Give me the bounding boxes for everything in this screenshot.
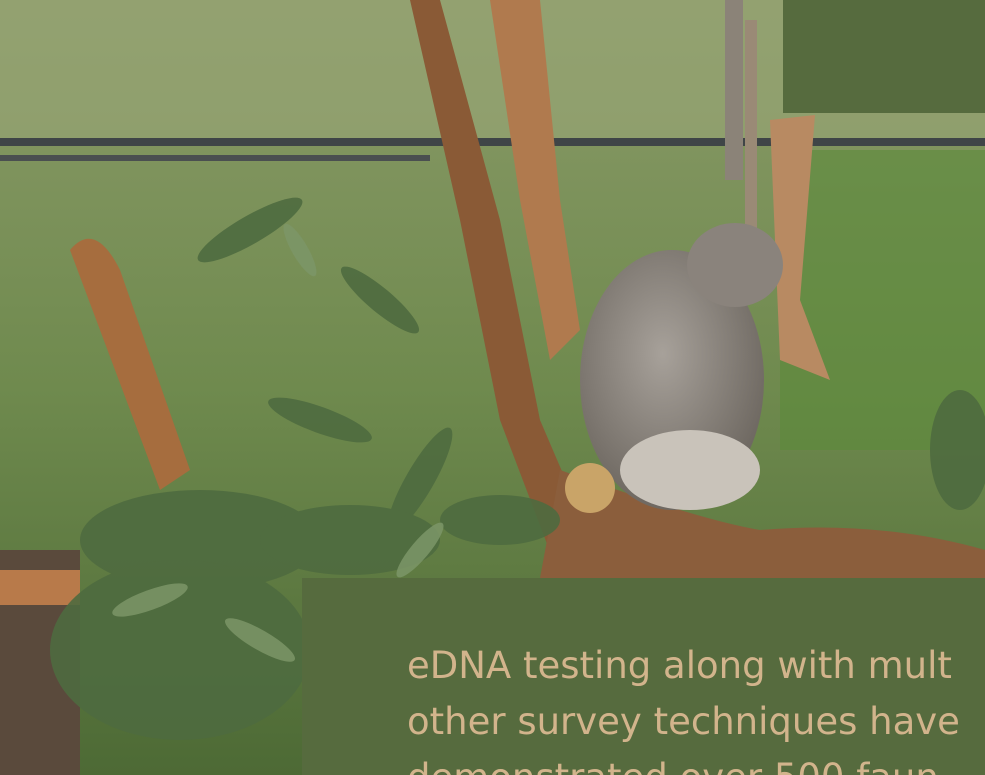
- text-line: other survey techniques have: [407, 700, 960, 743]
- text-line: eDNA testing along with mult: [407, 644, 952, 687]
- accent-block: [783, 0, 985, 113]
- body-text: eDNA testing along with mult other surve…: [407, 638, 960, 775]
- text-line: demonstrated over 500 faun: [407, 750, 960, 775]
- text-panel: eDNA testing along with mult other surve…: [302, 578, 985, 775]
